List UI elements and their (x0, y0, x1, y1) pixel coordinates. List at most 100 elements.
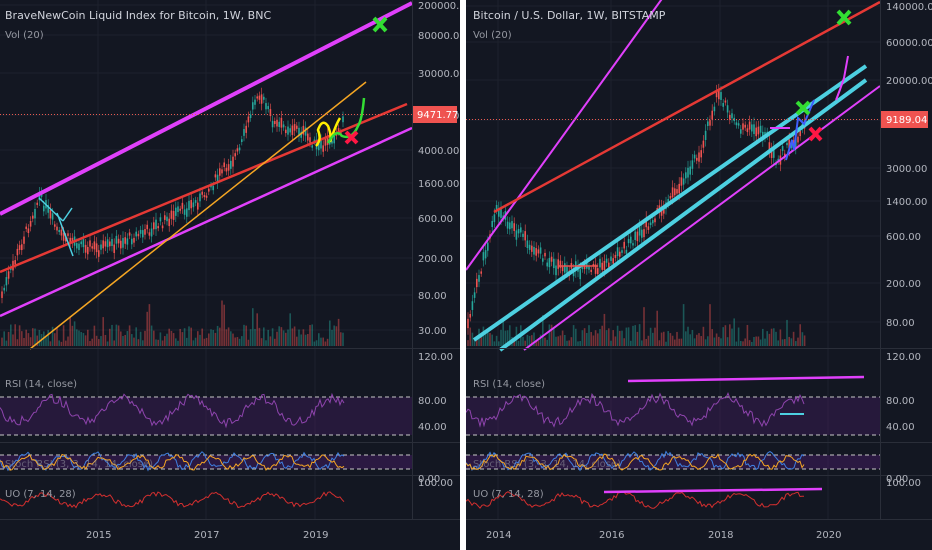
candle-body (267, 106, 269, 110)
volume-bar (722, 327, 724, 346)
right-chart-panel[interactable]: Bitcoin / U.S. Dollar, 1W, BITSTAMP Vol … (466, 0, 932, 550)
candle-body (533, 246, 535, 255)
volume-bar (643, 307, 645, 346)
support-line[interactable] (0, 102, 408, 274)
rsi-trendline[interactable] (627, 375, 865, 383)
candle-body (473, 292, 476, 298)
candle-body (230, 160, 232, 169)
time-tick-label: 2014 (486, 530, 511, 541)
volume-bar (762, 328, 764, 346)
candle-body (241, 139, 243, 142)
candle-body (208, 188, 210, 192)
candle-body (663, 206, 665, 214)
volume-bar (682, 304, 685, 346)
candle-body (482, 252, 485, 261)
candle-body (603, 260, 606, 270)
red-x-target[interactable] (808, 126, 823, 142)
cyan-lower-channel[interactable] (498, 78, 868, 352)
candle-body (612, 258, 614, 264)
volume-bar (632, 325, 634, 346)
volume-bar (153, 330, 155, 346)
volume-bar (164, 336, 166, 346)
volume-bar (803, 335, 806, 346)
cyan-pattern-line-3[interactable] (56, 212, 74, 257)
candle-body (51, 213, 54, 220)
volume-bar (660, 332, 663, 346)
lower-channel-line[interactable] (523, 85, 881, 351)
candle-body (223, 162, 225, 168)
magenta-projection-path[interactable] (835, 55, 849, 101)
volume-bar (652, 332, 654, 346)
fan-line[interactable] (29, 81, 367, 350)
candle-body (715, 90, 718, 98)
candle-body (320, 140, 322, 149)
right-chart-svg[interactable]: Bitcoin / U.S. Dollar, 1W, BITSTAMP Vol … (466, 0, 932, 550)
volume-bar (693, 338, 696, 346)
candle-body (553, 258, 555, 269)
volume-bar (737, 327, 740, 346)
cyan-pattern-line-2[interactable] (62, 207, 73, 222)
candle-body (799, 130, 801, 137)
indicator-tick-label: 100.00 (418, 478, 453, 489)
candle-body (120, 240, 122, 249)
volume-bar (500, 329, 502, 346)
uo-trendline[interactable] (603, 487, 823, 494)
candle-body (786, 142, 788, 146)
green-projection-path[interactable] (326, 97, 366, 144)
volume-bar (267, 329, 269, 346)
lower-channel-line[interactable] (0, 126, 413, 318)
candle-body (126, 238, 129, 245)
time-axis[interactable]: 2014 2016 2018 2020 (486, 530, 841, 541)
volume-bar (592, 335, 595, 346)
candle-body (643, 229, 645, 238)
candle-body (696, 157, 698, 161)
price-tick-label: 80000.00 (418, 31, 460, 42)
resistance-line[interactable] (493, 0, 881, 214)
volume-bar (311, 324, 313, 346)
chart-title: BraveNewCoin Liquid Index for Bitcoin, 1… (5, 9, 271, 22)
green-x-mid[interactable] (795, 100, 811, 116)
candle-body (506, 221, 509, 229)
upper-channel-line[interactable] (466, 0, 690, 271)
candle-body (194, 200, 197, 203)
volume-bar (559, 335, 562, 346)
volume-bar (135, 327, 137, 346)
red-x-target[interactable] (344, 130, 359, 145)
candle-body (546, 262, 548, 267)
left-chart-svg[interactable]: BraveNewCoin Liquid Index for Bitcoin, 1… (0, 0, 460, 550)
candle-body (592, 263, 595, 267)
candle-body (27, 228, 30, 234)
cyan-upper-channel[interactable] (472, 64, 868, 342)
volume-bar (225, 329, 228, 346)
volume-bar (753, 336, 755, 346)
green-x-target[interactable] (836, 9, 852, 26)
candle-body (32, 215, 34, 219)
volume-bar (775, 331, 777, 346)
yellow-projection-path[interactable] (315, 117, 342, 147)
volume-bar (557, 336, 559, 346)
green-x-target[interactable] (372, 16, 388, 33)
volume-bar (258, 327, 261, 346)
volume-bar (113, 340, 115, 346)
price-axis[interactable]: 200000.0080000.0030000.0010000.004000.00… (418, 1, 460, 337)
upper-channel-line[interactable] (0, 1, 413, 216)
volume-bar (78, 330, 80, 346)
time-axis[interactable]: 2015 2017 2019 (86, 530, 328, 541)
price-axis[interactable]: 140000.0060000.0020000.008000.003000.001… (886, 2, 932, 329)
volume-bar (234, 337, 236, 346)
volume-bar (335, 326, 338, 346)
last-price-value: 9189.04 (886, 115, 927, 126)
candle-body (667, 198, 669, 204)
volume-bar (561, 330, 564, 346)
volume-bar (168, 328, 170, 346)
candle-body (278, 121, 280, 128)
candle-body (34, 208, 36, 219)
volume-bar (287, 329, 289, 346)
left-chart-panel[interactable]: BraveNewCoin Liquid Index for Bitcoin, 1… (0, 0, 460, 550)
candle-body (67, 233, 69, 236)
volume-bar (166, 333, 168, 346)
candle-body (69, 237, 71, 244)
volume-bar (249, 329, 252, 346)
volume-bar (546, 339, 548, 346)
volume-bar (647, 335, 650, 346)
